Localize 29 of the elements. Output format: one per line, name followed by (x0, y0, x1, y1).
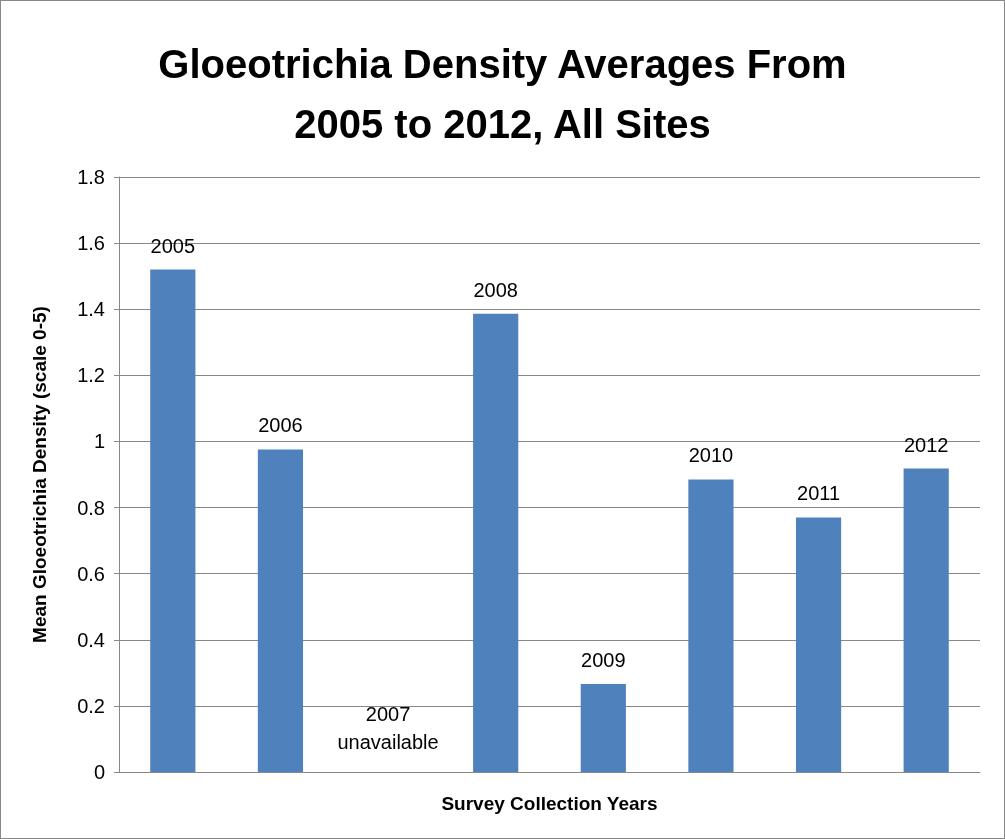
bar (473, 313, 519, 772)
bar (688, 479, 734, 772)
y-tick-label: 0.6 (77, 562, 105, 585)
bar (903, 468, 949, 772)
bar (150, 269, 196, 772)
text: unavailable (337, 731, 439, 753)
y-tick-label: 0 (93, 761, 105, 783)
x-tick-label: 2011 (797, 482, 841, 505)
x-tick-label: 2010 (688, 444, 734, 467)
x-tick-label: 2006 (258, 414, 303, 437)
x-tick-label: 2012 (903, 433, 949, 456)
y-tick-label: 1.6 (77, 232, 105, 255)
x-tick-label: 2008 (473, 278, 518, 301)
y-tick-label: 0.2 (77, 694, 105, 717)
x-tick-label: 2009 (581, 649, 626, 672)
bar (580, 684, 626, 772)
y-tick-label: 1.2 (77, 364, 105, 387)
x-axis-title: Survey Collection Years (441, 793, 658, 814)
y-tick-label: 1 (93, 430, 105, 453)
chart-title: Gloeotrichia Density Averages From 2005 to 2012, All Sites (158, 42, 847, 146)
bar (257, 449, 304, 772)
y-tick-label: 0.4 (77, 628, 105, 651)
y-tick-label: 1.4 (77, 298, 105, 321)
x-tick-label: 2007 (365, 703, 411, 725)
y-tick-label: 0.8 (77, 496, 105, 519)
y-axis-title: Mean Gloeotrichia Density (scale 0-5) (29, 306, 50, 643)
y-tick-label: 1.8 (77, 166, 105, 188)
x-tick-label: 2005 (150, 234, 196, 257)
bar (795, 517, 842, 772)
